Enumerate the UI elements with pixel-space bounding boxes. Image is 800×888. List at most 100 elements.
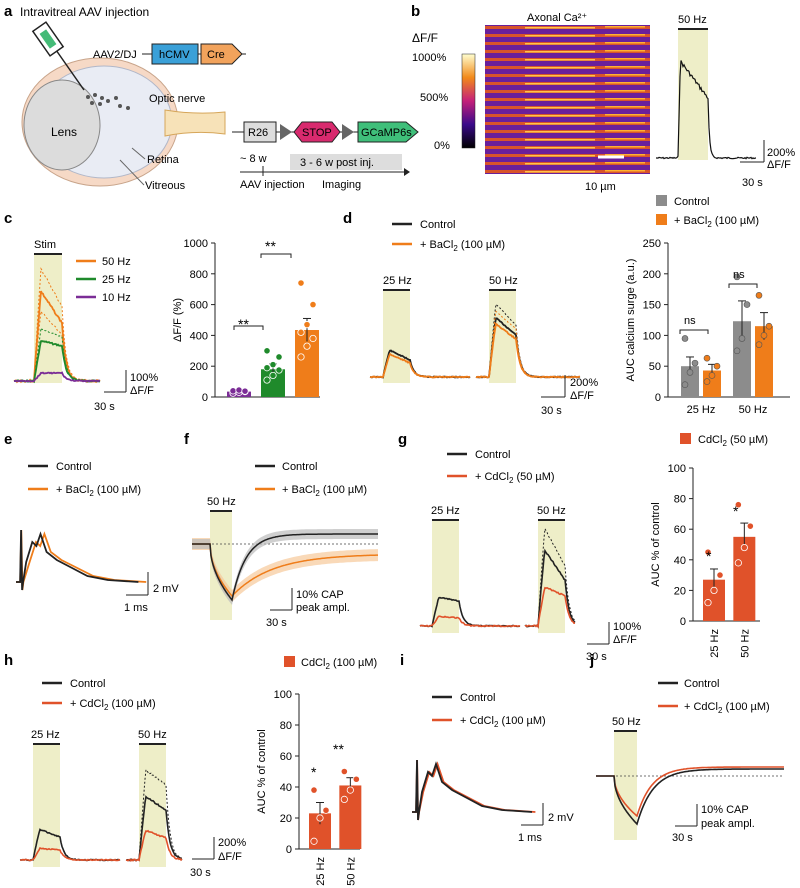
panel-f-letter: f bbox=[184, 431, 190, 448]
c-sig-bracket-2 bbox=[260, 253, 292, 258]
panel-g-letter: g bbox=[398, 431, 407, 448]
g-point bbox=[710, 586, 718, 595]
c-point bbox=[263, 364, 271, 372]
j-trace-ctrl bbox=[596, 768, 784, 826]
b-scale-y-label: 200% bbox=[767, 147, 795, 159]
d-point bbox=[686, 369, 694, 376]
cb-tick-max: 1000% bbox=[412, 52, 446, 64]
imaging-label: Imaging bbox=[322, 179, 361, 191]
d-ytick-label: 150 bbox=[643, 300, 661, 312]
h-bar bbox=[339, 785, 362, 849]
c-ytick-label: 800 bbox=[190, 269, 208, 281]
h-star-1: * bbox=[311, 764, 317, 780]
d-xtick-label: 25 Hz bbox=[687, 404, 716, 416]
f-trace-ctrl bbox=[192, 533, 378, 602]
h-bar-chart: 0 20 40 60 80 100 AUC % of control 25 Hz 50 Hz bbox=[256, 689, 362, 886]
panel-b-letter: b bbox=[411, 3, 420, 20]
d-bar bbox=[703, 370, 721, 397]
c-point bbox=[309, 334, 317, 343]
c-sig-1: ** bbox=[238, 316, 249, 332]
h-legend-ctrl: Control bbox=[70, 678, 105, 690]
panel-e-letter: e bbox=[4, 431, 12, 448]
d-point bbox=[733, 273, 741, 281]
d-point bbox=[738, 335, 746, 342]
d-point bbox=[733, 347, 741, 355]
d-ns-bracket-2 bbox=[728, 283, 758, 288]
g-star-1: * bbox=[706, 548, 712, 564]
i-scale-x-label: 1 ms bbox=[518, 832, 542, 844]
transduced-cells bbox=[86, 93, 130, 110]
g-bar bbox=[733, 536, 756, 621]
g-bar-chart: 0 20 40 60 80 100 AUC % of control 25 Hz 50 Hz bbox=[650, 463, 760, 658]
e-legend-ctrl: Control bbox=[56, 461, 91, 473]
d-ytick-label: 250 bbox=[643, 238, 661, 250]
d-stim-label-50: 50 Hz bbox=[489, 275, 518, 287]
h-ytick-label: 60 bbox=[280, 751, 292, 763]
e-trace-ctrl bbox=[16, 529, 139, 591]
g-point bbox=[746, 522, 754, 530]
stop-label: STOP bbox=[302, 127, 332, 139]
g-star-2: * bbox=[733, 503, 739, 519]
d-point bbox=[681, 381, 689, 388]
g-point bbox=[704, 599, 712, 607]
d-bar-legend-ctrl: Control bbox=[674, 196, 709, 208]
h-point bbox=[346, 786, 354, 794]
d-ytick-label: 0 bbox=[655, 392, 661, 404]
j-legend-ctrl: Control bbox=[684, 678, 719, 690]
panel-a-title: Intravitreal AAV injection bbox=[20, 5, 149, 19]
h-ytick-label: 80 bbox=[280, 720, 292, 732]
d-point bbox=[691, 359, 699, 367]
e-scale-x-label: 1 ms bbox=[124, 602, 148, 614]
c-ytick-label: 1000 bbox=[184, 238, 208, 250]
h-point bbox=[352, 775, 360, 783]
f-legend-drug: + BaCl2 (100 µM) bbox=[282, 484, 367, 498]
g-legend-ctrl: Control bbox=[475, 449, 510, 461]
c-ytick-label: 200 bbox=[190, 361, 208, 373]
j-scale-y-label-2: peak ampl. bbox=[701, 818, 755, 830]
c-legend-25: 25 Hz bbox=[102, 274, 131, 286]
c-point bbox=[297, 328, 305, 336]
d-point bbox=[703, 378, 711, 385]
i-trace-ctrl bbox=[412, 759, 533, 821]
c-scale-unit-label: ΔF/F bbox=[130, 385, 154, 397]
h-ytick-label: 20 bbox=[280, 813, 292, 825]
g-ytick-label: 40 bbox=[674, 555, 686, 567]
d-stim-label-25: 25 Hz bbox=[383, 275, 412, 287]
c-point bbox=[275, 366, 283, 374]
j-scale-y-label-1: 10% CAP bbox=[701, 804, 749, 816]
g-trace-drug-50 bbox=[524, 586, 576, 629]
c-bar-chart: 0 200 400 600 800 1000 ΔF/F (%) bbox=[172, 238, 320, 404]
injection-label: AAV injection bbox=[240, 179, 305, 191]
cb-tick-mid: 500% bbox=[420, 92, 448, 104]
c-point bbox=[241, 387, 249, 395]
c-point bbox=[297, 279, 305, 287]
d-scale-unit-label: ΔF/F bbox=[570, 390, 594, 402]
f-trace-drug bbox=[192, 543, 378, 598]
d-legend-ctrl: Control bbox=[420, 219, 455, 231]
h-point bbox=[340, 767, 348, 776]
g-xtick-label: 25 Hz bbox=[709, 629, 721, 658]
c-legend-50: 50 Hz bbox=[102, 256, 131, 268]
h-point bbox=[310, 786, 318, 794]
h-scale-unit-label: ΔF/F bbox=[218, 851, 242, 863]
h-bar-legend: CdCl2 (100 µM) bbox=[301, 657, 377, 671]
g-stim-label-25: 25 Hz bbox=[431, 505, 460, 517]
lens-label: Lens bbox=[51, 125, 77, 139]
h-scale-y-label: 200% bbox=[218, 837, 246, 849]
window-label: 3 - 6 w post inj. bbox=[300, 157, 374, 169]
g-bar-legend: CdCl2 (50 µM) bbox=[698, 434, 768, 448]
g-bar-legend-swatch bbox=[680, 433, 691, 444]
aav-label: AAV2/DJ bbox=[93, 49, 137, 61]
loxp-2 bbox=[342, 124, 354, 140]
c-point bbox=[275, 353, 283, 361]
g-point bbox=[716, 571, 724, 579]
c-point bbox=[229, 387, 237, 395]
h-xtick-label: 25 Hz bbox=[315, 857, 327, 886]
h-point bbox=[310, 837, 318, 845]
eye-diagram: Lens Optic nerve Retina Vitreous bbox=[21, 21, 226, 192]
panel-a: a Intravitreal AAV injection Lens Optic … bbox=[4, 3, 419, 192]
d-bar-legend-ctrl-swatch bbox=[656, 195, 667, 206]
d-point bbox=[713, 362, 721, 370]
c-sig-bracket-1 bbox=[233, 325, 264, 330]
g-legend-drug: + CdCl2 (50 µM) bbox=[475, 471, 555, 485]
